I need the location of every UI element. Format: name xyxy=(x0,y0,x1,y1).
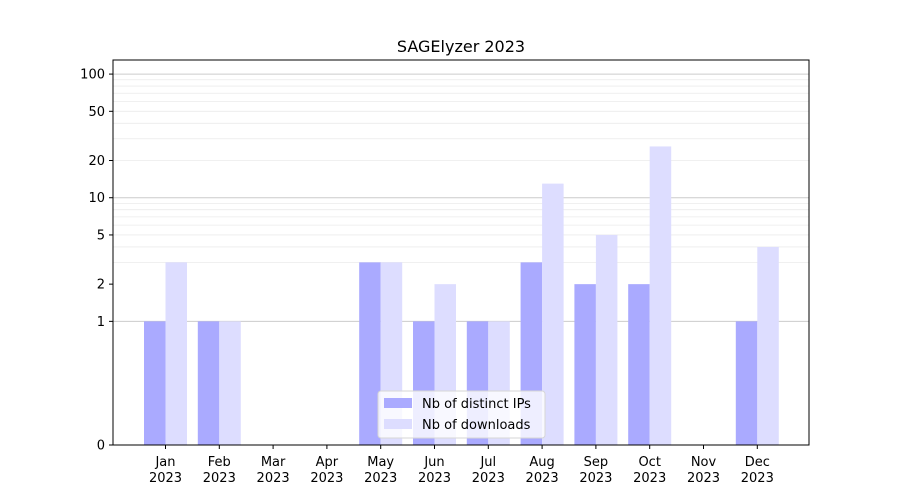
y-axis: 0 1 2 5 10 20 50 100 xyxy=(80,68,113,454)
x-tick-label: May 2023 xyxy=(364,455,397,486)
bar-downloads xyxy=(757,246,779,445)
bar-distinct-ips xyxy=(197,321,220,445)
x-tick-label: Nov 2023 xyxy=(687,455,720,486)
legend: Nb of distinct IPs Nb of downloads xyxy=(377,390,546,439)
y-tick-label: 20 xyxy=(88,154,105,169)
grid-lines xyxy=(113,73,809,322)
bar-distinct-ips xyxy=(735,321,758,445)
bar-distinct-ips xyxy=(144,321,166,445)
legend-label: Nb of distinct IPs xyxy=(422,397,531,412)
x-tick-label: Jan 2023 xyxy=(149,455,182,486)
bar-downloads xyxy=(649,146,672,445)
legend-swatch xyxy=(384,419,412,429)
bar-distinct-ips xyxy=(574,284,596,445)
x-tick-label: Aug 2023 xyxy=(526,455,559,486)
y-tick-label: 50 xyxy=(88,105,105,120)
plot-frame xyxy=(112,59,810,446)
bar-downloads xyxy=(542,183,564,445)
bar-downloads xyxy=(219,321,241,445)
y-tick-label: 2 xyxy=(97,278,105,293)
x-tick-label: Mar 2023 xyxy=(257,455,290,486)
bar-distinct-ips xyxy=(359,262,381,445)
legend-label: Nb of downloads xyxy=(422,418,531,433)
y-tick-label: 0 xyxy=(97,439,105,454)
x-axis: Jan 2023 Feb 2023 Mar 2023 Apr 2023 May 2023 Jun 20… xyxy=(149,445,774,486)
legend-swatch xyxy=(384,398,412,408)
x-tick-label: Sep 2023 xyxy=(579,455,612,486)
bar-downloads xyxy=(165,262,187,445)
legend-box xyxy=(377,390,546,439)
x-tick-label: Feb 2023 xyxy=(203,455,236,486)
y-tick-label: 1 xyxy=(97,315,105,330)
x-tick-label: Jun 2023 xyxy=(418,455,451,486)
x-tick-label: Oct 2023 xyxy=(633,455,666,486)
x-tick-label: Dec 2023 xyxy=(741,455,774,486)
y-tick-label: 5 xyxy=(97,228,105,243)
y-tick-label: 10 xyxy=(88,191,105,206)
bar-distinct-ips xyxy=(628,284,650,445)
chart-title: SAGElyzer 2023 xyxy=(397,37,525,56)
bar-downloads xyxy=(595,234,618,445)
x-tick-label: Jul 2023 xyxy=(472,455,505,486)
x-tick-label: Apr 2023 xyxy=(310,455,343,486)
y-tick-label: 100 xyxy=(80,68,105,83)
